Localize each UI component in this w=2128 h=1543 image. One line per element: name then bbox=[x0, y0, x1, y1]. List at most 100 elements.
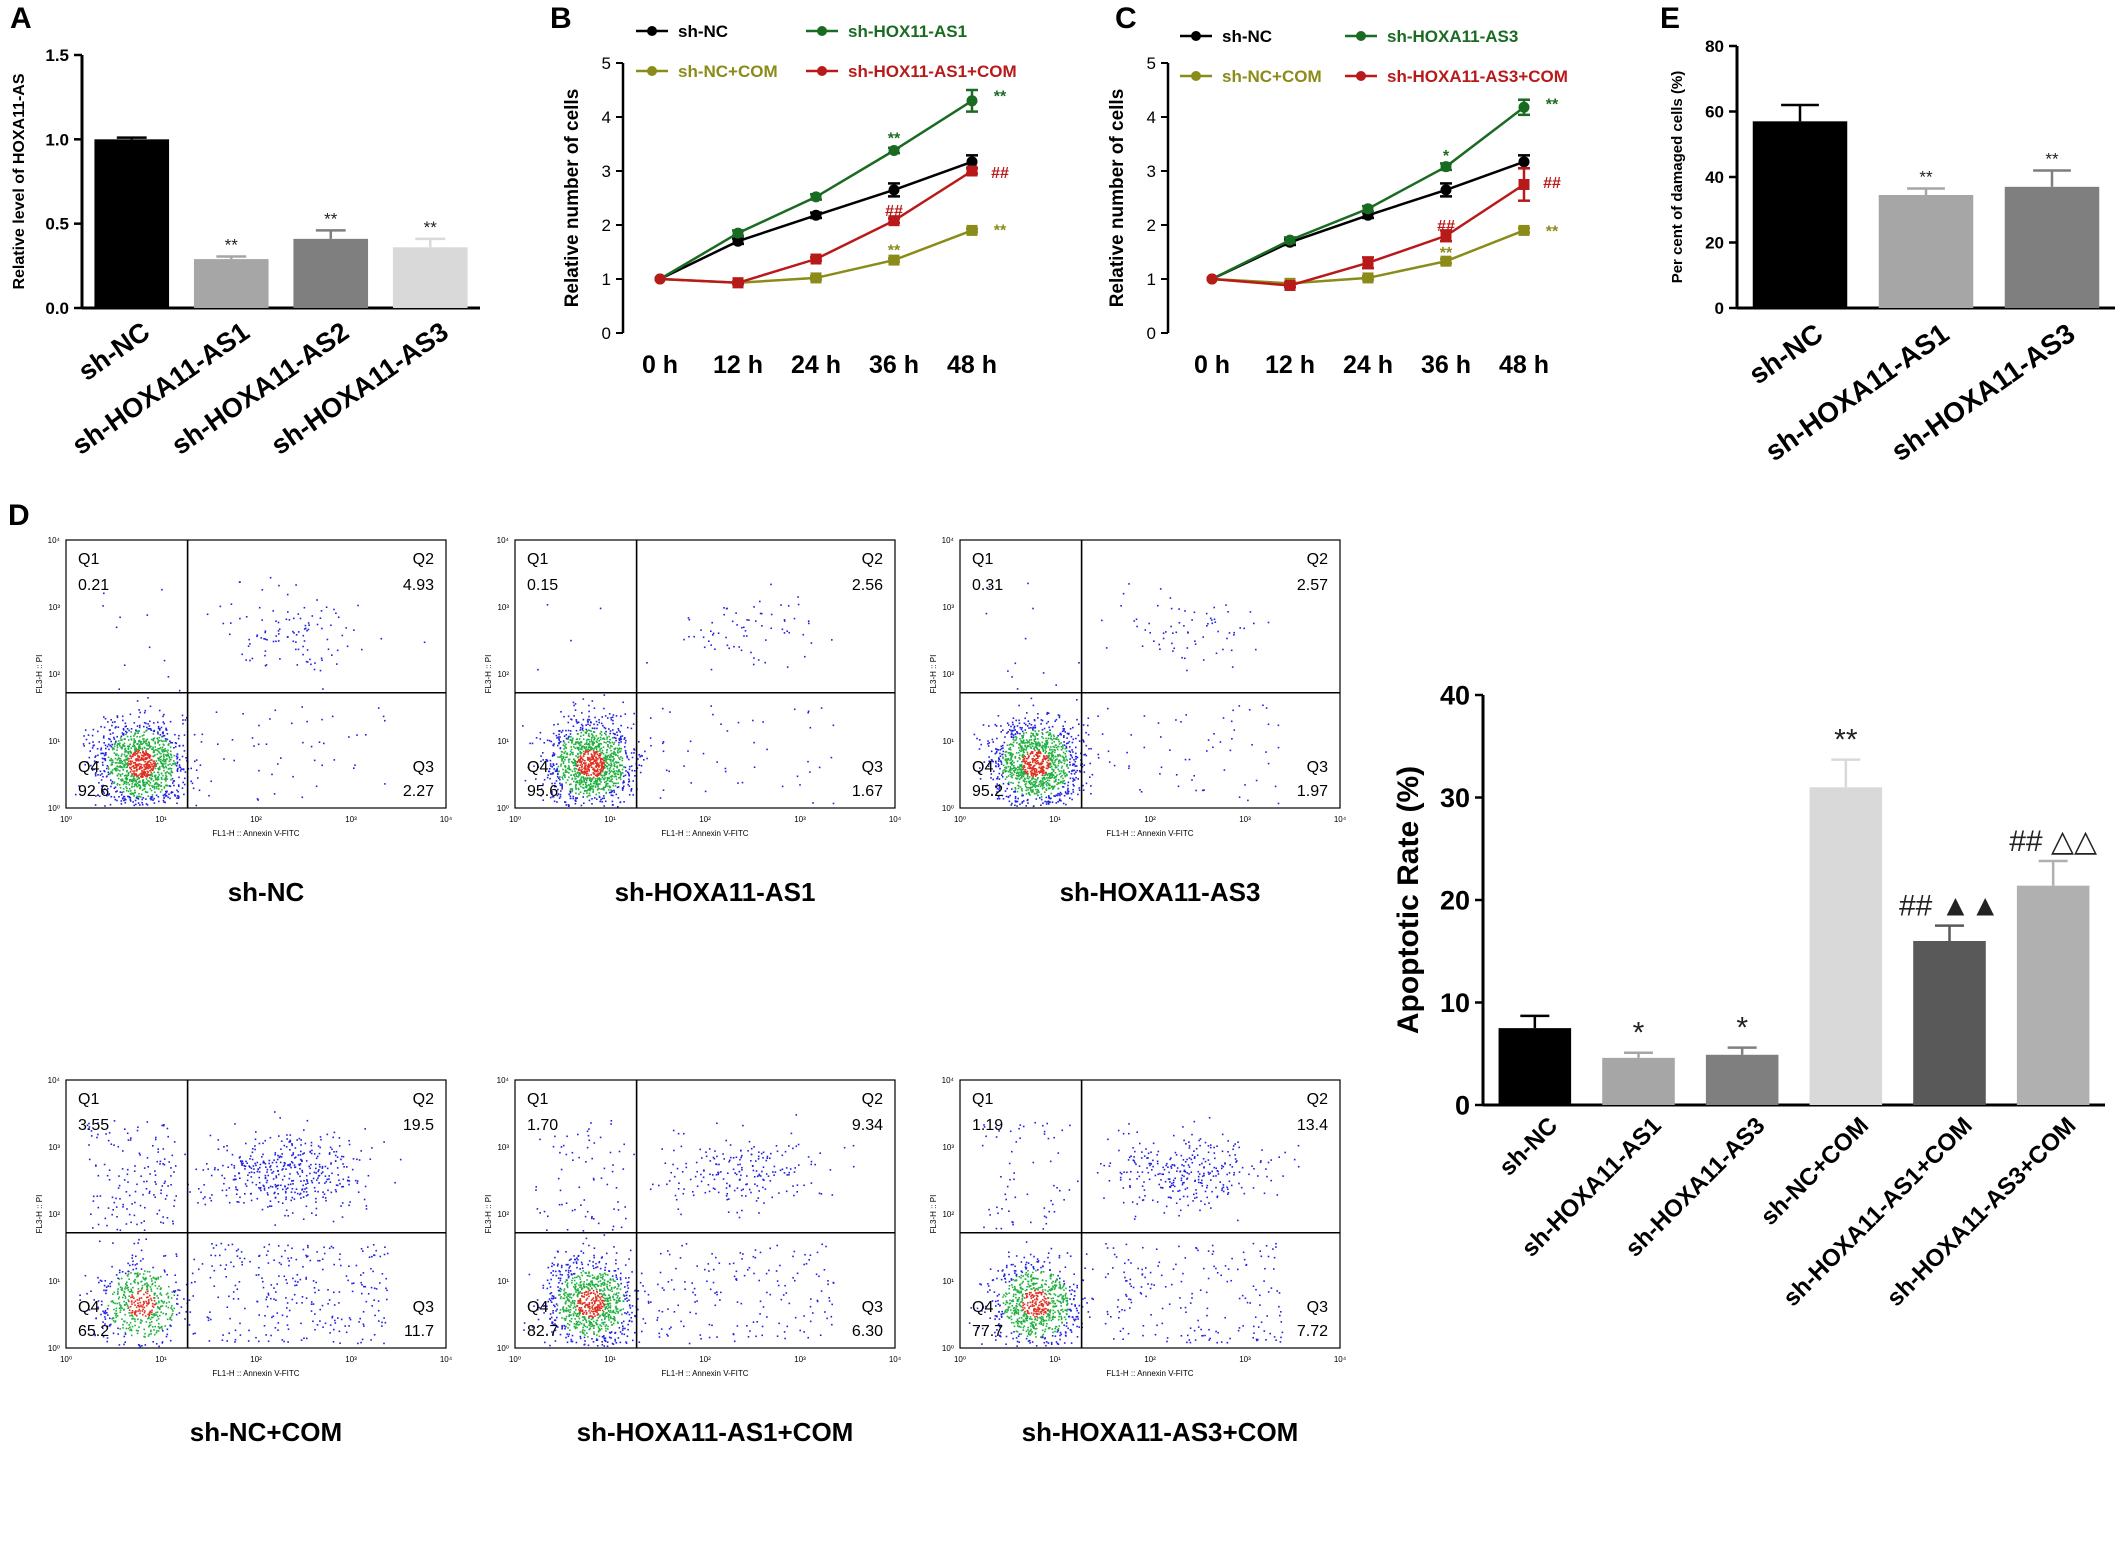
flow-event bbox=[294, 1191, 296, 1194]
flow-event bbox=[617, 749, 619, 752]
flow-event bbox=[1010, 804, 1013, 806]
flow-event bbox=[116, 1293, 119, 1295]
flow-event bbox=[135, 729, 137, 731]
flow-event bbox=[168, 793, 170, 796]
flow-event bbox=[134, 733, 136, 736]
flow-event bbox=[130, 728, 133, 730]
flow-event bbox=[1047, 762, 1050, 765]
flow-event bbox=[277, 621, 280, 624]
flow-event bbox=[1032, 790, 1034, 792]
flow-event bbox=[157, 796, 160, 798]
flow-event bbox=[1030, 747, 1033, 749]
bar bbox=[2004, 186, 2100, 308]
flow-event bbox=[613, 743, 615, 745]
flow-event bbox=[590, 759, 592, 761]
flow-event bbox=[162, 721, 165, 723]
flow-event bbox=[150, 771, 153, 774]
flow-event bbox=[614, 754, 617, 756]
flow-event bbox=[126, 777, 129, 780]
flow-event bbox=[1063, 762, 1066, 765]
flow-event bbox=[321, 627, 323, 630]
x-tick-label: 10⁰ bbox=[954, 815, 966, 824]
flow-event bbox=[380, 637, 383, 640]
flow-event bbox=[1038, 745, 1041, 747]
flow-event bbox=[166, 778, 169, 780]
flow-event bbox=[631, 769, 633, 772]
flow-event bbox=[142, 773, 145, 776]
flow-event bbox=[137, 802, 140, 804]
flow-event bbox=[162, 1148, 165, 1150]
flow-event bbox=[1247, 799, 1249, 802]
flow-event bbox=[1009, 766, 1012, 768]
flow-event bbox=[122, 719, 124, 722]
data-point bbox=[1206, 273, 1218, 285]
flow-event bbox=[177, 797, 180, 799]
flow-event bbox=[127, 772, 130, 775]
flow-event bbox=[133, 738, 135, 740]
flow-event bbox=[991, 759, 993, 761]
flow-event bbox=[385, 1287, 387, 1290]
flow-event bbox=[549, 765, 552, 767]
flow-event bbox=[542, 783, 544, 785]
flow-event bbox=[1024, 778, 1026, 781]
flow-event bbox=[322, 1191, 324, 1193]
flow-event bbox=[274, 709, 277, 712]
flow-event bbox=[125, 776, 127, 779]
flow-event bbox=[590, 774, 592, 776]
data-point bbox=[1440, 255, 1452, 267]
flow-event bbox=[124, 759, 126, 761]
flow-event bbox=[152, 739, 155, 742]
flow-event bbox=[571, 742, 573, 744]
flow-event bbox=[1026, 751, 1029, 754]
flow-event bbox=[124, 1331, 127, 1334]
flow-event bbox=[592, 767, 595, 769]
flow-event bbox=[564, 801, 566, 803]
flow-event bbox=[165, 729, 168, 731]
flow-event bbox=[1082, 724, 1085, 726]
flow-event bbox=[1048, 764, 1050, 766]
flow-event bbox=[139, 1260, 142, 1262]
flow-event bbox=[1049, 801, 1051, 803]
flow-event bbox=[1032, 728, 1034, 731]
flow-event bbox=[129, 1329, 131, 1332]
flow-event bbox=[596, 723, 599, 726]
flow-event bbox=[1073, 773, 1076, 775]
flow-event bbox=[1153, 640, 1155, 642]
flow-event bbox=[197, 777, 199, 779]
flow-event bbox=[1028, 763, 1030, 766]
flow-event bbox=[364, 1185, 367, 1188]
flow-event bbox=[137, 732, 139, 734]
quadrant-label: Q3 bbox=[1307, 759, 1328, 776]
flow-event bbox=[83, 745, 85, 747]
flow-event bbox=[592, 773, 595, 775]
flow-event bbox=[1032, 733, 1034, 735]
flow-event bbox=[595, 758, 598, 760]
flow-event bbox=[623, 781, 625, 784]
flow-event bbox=[601, 749, 604, 752]
flow-event bbox=[591, 803, 593, 805]
flow-event bbox=[118, 1344, 121, 1346]
flow-event bbox=[553, 754, 555, 757]
flow-event bbox=[123, 745, 126, 747]
flow-event bbox=[129, 1139, 132, 1141]
flow-event bbox=[1075, 746, 1077, 749]
flow-event bbox=[160, 735, 163, 738]
flow-event bbox=[135, 774, 138, 776]
flow-event bbox=[562, 774, 565, 777]
flow-event bbox=[149, 765, 152, 768]
flow-event bbox=[120, 780, 123, 782]
flow-event bbox=[275, 620, 277, 622]
flow-event bbox=[1097, 753, 1100, 756]
flow-event bbox=[582, 750, 585, 753]
flow-event bbox=[336, 1167, 339, 1169]
flow-event bbox=[1072, 769, 1074, 772]
flow-event bbox=[1023, 781, 1026, 783]
flow-event bbox=[1075, 771, 1077, 774]
flow-event bbox=[1149, 632, 1151, 634]
flow-event bbox=[1077, 793, 1079, 796]
flow-event bbox=[553, 743, 555, 745]
flow-event bbox=[567, 715, 570, 718]
quadrant-value: 1.67 bbox=[852, 783, 883, 800]
flow-event bbox=[278, 584, 280, 587]
flow-event bbox=[1000, 725, 1002, 727]
